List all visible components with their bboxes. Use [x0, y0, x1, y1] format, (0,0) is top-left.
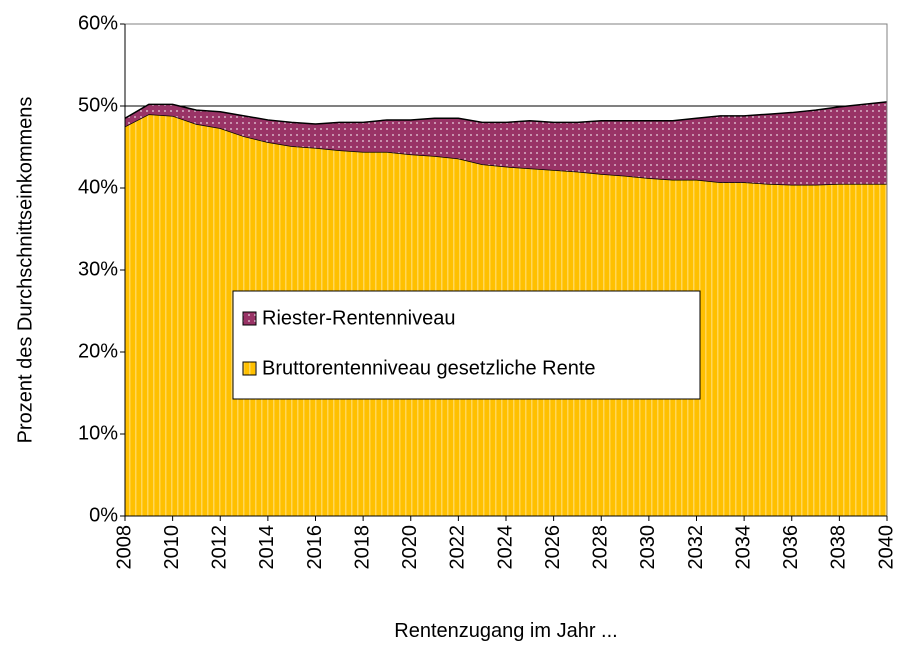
y-tick-label: 60% — [78, 12, 118, 34]
area — [125, 101, 887, 185]
y-tick-label: 20% — [78, 340, 118, 362]
x-tick-label: 2034 — [732, 525, 754, 570]
x-tick-label: 2016 — [304, 525, 326, 570]
legend-swatch — [242, 311, 257, 326]
y-tick-label: 10% — [78, 422, 118, 444]
x-tick-label: 2038 — [828, 525, 850, 570]
x-tick-label: 2010 — [161, 525, 183, 570]
x-tick-label: 2036 — [780, 525, 802, 570]
x-tick-label: 2026 — [542, 525, 564, 570]
y-tick-label: 50% — [78, 94, 118, 116]
x-tick-label: 2022 — [447, 525, 469, 570]
x-tick-label: 2008 — [113, 525, 135, 570]
legend — [232, 290, 701, 400]
x-tick-label: 2014 — [256, 525, 278, 570]
y-tick-label: 40% — [78, 176, 118, 198]
legend-swatch — [242, 361, 257, 376]
x-tick-label: 2024 — [494, 525, 516, 570]
area-edge — [124, 101, 888, 125]
y-tick-label: 30% — [78, 258, 118, 280]
legend-label: Riester-Rentenniveau — [262, 307, 455, 329]
y-axis-title: Prozent des Durchschnittseinkommens — [14, 97, 36, 444]
x-tick-label: 2020 — [399, 525, 421, 570]
x-axis-title: Rentenzugang im Jahr ... — [394, 620, 617, 642]
y-tick-label: 0% — [89, 504, 118, 526]
legend-label: Bruttorentenniveau gesetzliche Rente — [262, 357, 596, 379]
x-tick-label: 2032 — [685, 525, 707, 570]
x-tick-label: 2018 — [351, 525, 373, 570]
x-tick-label: 2028 — [590, 525, 612, 570]
x-tick-label: 2040 — [875, 525, 897, 570]
x-tick-label: 2030 — [637, 525, 659, 570]
x-tick-label: 2012 — [209, 525, 231, 570]
